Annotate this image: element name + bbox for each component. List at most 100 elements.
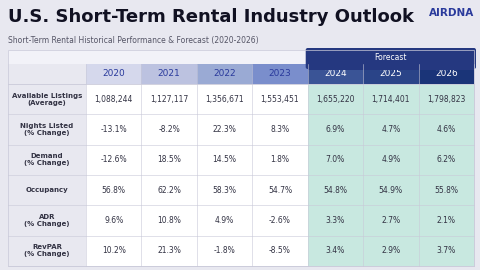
Bar [197,114,252,145]
Text: 1,714,401: 1,714,401 [372,95,410,104]
Text: ADR
(% Change): ADR (% Change) [24,214,70,227]
FancyBboxPatch shape [306,48,476,69]
Text: 2026: 2026 [435,69,457,79]
Text: 3.4%: 3.4% [326,246,345,255]
Bar [252,236,308,266]
Bar [86,114,142,145]
Text: -13.1%: -13.1% [100,125,127,134]
Bar [419,205,474,236]
Bar [86,64,142,84]
Bar [197,145,252,175]
Bar [8,205,86,236]
Text: 14.5%: 14.5% [213,155,237,164]
Bar [363,236,419,266]
Text: -8.2%: -8.2% [158,125,180,134]
Text: Forecast: Forecast [374,52,407,62]
Bar [142,114,197,145]
Bar [142,236,197,266]
Text: 8.3%: 8.3% [270,125,289,134]
Text: 3.3%: 3.3% [326,216,345,225]
Text: 10.8%: 10.8% [157,216,181,225]
Bar [252,145,308,175]
Text: 7.0%: 7.0% [326,155,345,164]
Bar [86,236,142,266]
Bar [308,64,363,84]
Text: 1.8%: 1.8% [271,155,289,164]
Text: 58.3%: 58.3% [213,186,237,195]
Bar [142,145,197,175]
Bar [8,64,86,84]
Bar [419,145,474,175]
Bar [252,175,308,205]
Bar [8,236,86,266]
Bar [197,84,252,114]
Text: 55.8%: 55.8% [434,186,458,195]
Text: 6.2%: 6.2% [437,155,456,164]
Text: 4.6%: 4.6% [437,125,456,134]
Text: 4.9%: 4.9% [215,216,234,225]
Bar [86,84,142,114]
Text: 2020: 2020 [102,69,125,79]
Bar [308,236,363,266]
Bar [8,50,474,266]
Text: 3.7%: 3.7% [437,246,456,255]
Bar [308,145,363,175]
Text: 2023: 2023 [269,69,291,79]
Text: 1,127,117: 1,127,117 [150,95,188,104]
Text: -1.8%: -1.8% [214,246,236,255]
Bar [308,175,363,205]
Text: 6.9%: 6.9% [326,125,345,134]
Text: AIRDNA: AIRDNA [429,8,474,18]
Text: -2.6%: -2.6% [269,216,291,225]
Bar [142,175,197,205]
Text: -12.6%: -12.6% [100,155,127,164]
Text: 2021: 2021 [158,69,180,79]
Text: 2.7%: 2.7% [381,216,400,225]
Text: 54.7%: 54.7% [268,186,292,195]
Text: 22.3%: 22.3% [213,125,237,134]
Text: 4.9%: 4.9% [381,155,400,164]
Bar [197,205,252,236]
Text: 1,088,244: 1,088,244 [95,95,133,104]
Text: 2024: 2024 [324,69,347,79]
Bar [252,114,308,145]
Bar [363,145,419,175]
Bar [86,145,142,175]
Text: 1,356,671: 1,356,671 [205,95,244,104]
Text: 2.9%: 2.9% [381,246,400,255]
Text: U.S. Short-Term Rental Industry Outlook: U.S. Short-Term Rental Industry Outlook [8,8,414,26]
Text: RevPAR
(% Change): RevPAR (% Change) [24,244,70,257]
Text: -8.5%: -8.5% [269,246,291,255]
Text: 1,655,220: 1,655,220 [316,95,355,104]
Bar [419,236,474,266]
Bar [252,205,308,236]
Bar [197,175,252,205]
Bar [8,114,86,145]
Text: 54.8%: 54.8% [324,186,348,195]
Text: 9.6%: 9.6% [104,216,123,225]
Text: 10.2%: 10.2% [102,246,126,255]
Bar [8,175,86,205]
Bar [308,205,363,236]
Text: 2025: 2025 [380,69,402,79]
Bar [363,84,419,114]
Text: 1,553,451: 1,553,451 [261,95,300,104]
Bar [419,84,474,114]
Bar [308,61,474,70]
Text: 56.8%: 56.8% [102,186,126,195]
Text: Available Listings
(Average): Available Listings (Average) [12,93,82,106]
Bar [197,64,252,84]
Bar [142,84,197,114]
Text: Nights Listed
(% Change): Nights Listed (% Change) [20,123,73,136]
Bar [308,114,363,145]
Bar [252,64,308,84]
Bar [363,175,419,205]
Bar [86,175,142,205]
Bar [142,205,197,236]
Bar [252,84,308,114]
Text: 18.5%: 18.5% [157,155,181,164]
Text: 2.1%: 2.1% [437,216,456,225]
Bar [419,175,474,205]
Bar [308,84,363,114]
Text: 62.2%: 62.2% [157,186,181,195]
